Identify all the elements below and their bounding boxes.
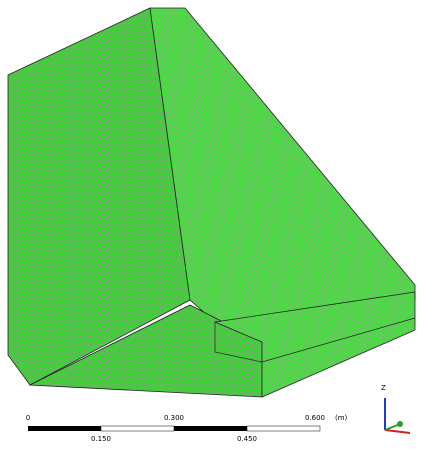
x-axis xyxy=(385,430,410,433)
viewport: 0 0.300 0.600 (m) 0.150 0.450 Z xyxy=(0,0,424,447)
scale-label: 0 xyxy=(26,414,30,422)
scale-label: 0.300 xyxy=(164,414,184,422)
scale-segment xyxy=(101,426,174,431)
axis-triad: Z xyxy=(381,384,410,433)
mesh-body xyxy=(8,8,415,397)
z-label: Z xyxy=(381,384,386,392)
slanted-face xyxy=(150,8,415,322)
scale-unit: (m) xyxy=(335,414,348,422)
scale-segment xyxy=(28,426,101,431)
scale-segment xyxy=(247,426,320,431)
scale-label: 0.150 xyxy=(91,435,111,443)
scale-segment xyxy=(174,426,247,431)
page: 0 0.300 0.600 (m) 0.150 0.450 Z (() => {… xyxy=(0,0,424,447)
axis-origin xyxy=(397,421,403,427)
scale-bar: 0 0.300 0.600 (m) 0.150 0.450 xyxy=(26,414,348,443)
scale-label: 0.600 xyxy=(305,414,325,422)
scale-label: 0.450 xyxy=(237,435,257,443)
